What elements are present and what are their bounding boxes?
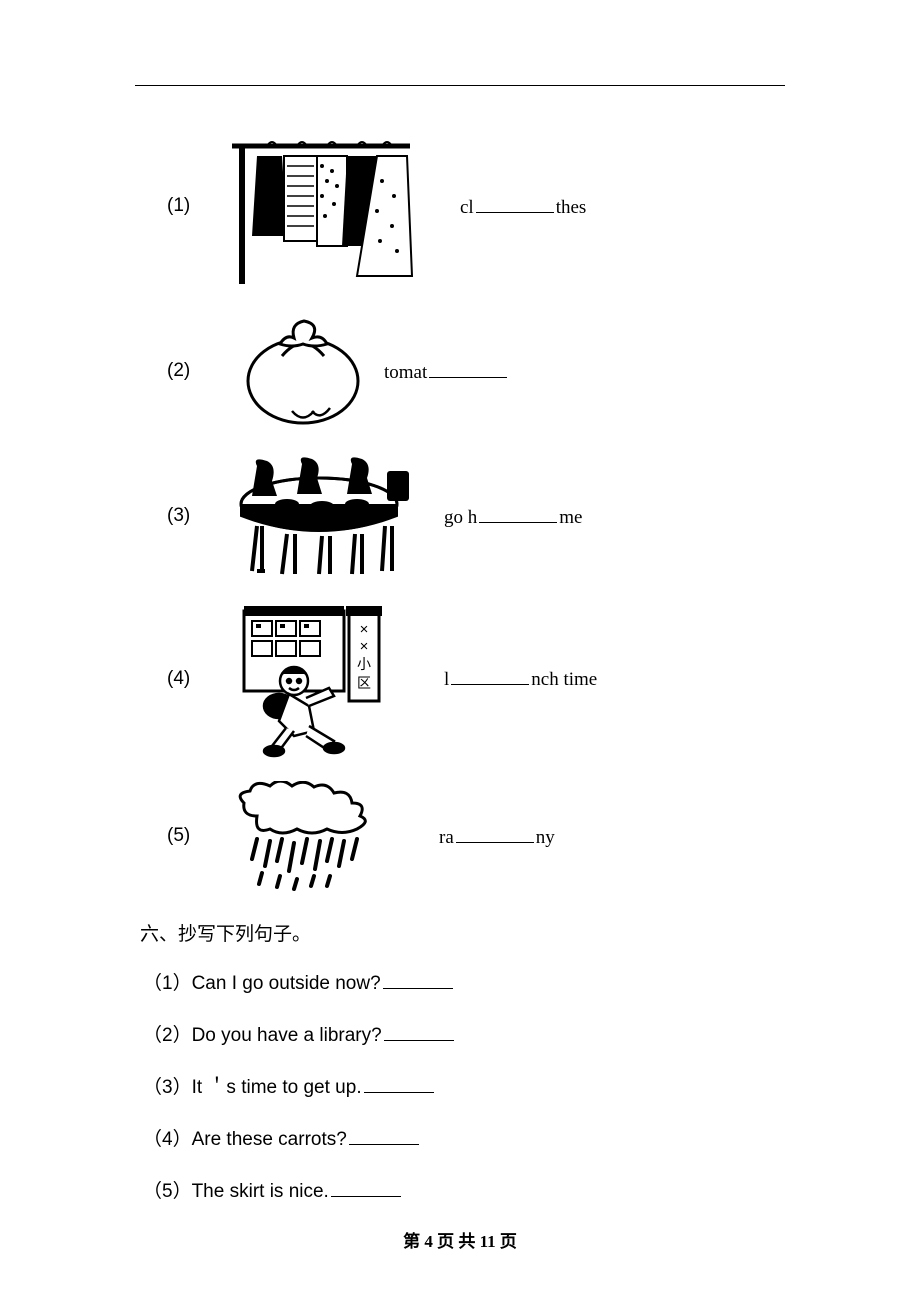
item-num: (2)	[167, 360, 212, 382]
fill-text-3: go h me	[444, 504, 582, 529]
sentence-num: （1）	[143, 968, 192, 995]
prefix: l	[444, 669, 449, 691]
prefix: cl	[460, 197, 474, 219]
item-num: (5)	[167, 825, 212, 847]
sentence-row-1: （1） Can I go outside now?	[143, 968, 785, 995]
footer-mid: 页 共	[433, 1232, 480, 1251]
page-footer: 第 4 页 共 11 页	[0, 1227, 920, 1252]
item-row-2: (2) tomat	[167, 316, 785, 426]
sentence-text: Are these carrots?	[192, 1129, 347, 1151]
item-row-3: (3)	[167, 456, 785, 576]
sentence-text: The skirt is nice.	[192, 1181, 329, 1203]
home-table-icon	[227, 456, 412, 576]
clothes-icon	[222, 126, 420, 286]
fill-text-5: ra ny	[439, 824, 555, 849]
item-row-5: (5) ra ny	[167, 781, 785, 891]
fill-text-1: cl thes	[460, 194, 586, 219]
footer-prefix: 第	[403, 1232, 424, 1251]
svg-text:区: 区	[357, 675, 371, 691]
item-num: (3)	[167, 505, 212, 527]
sentence-num: （2）	[143, 1020, 192, 1047]
page-content: (1)	[0, 0, 920, 1203]
sentence-num: （5）	[143, 1176, 192, 1203]
rainy-icon	[232, 781, 384, 891]
tomato-icon	[242, 316, 364, 426]
footer-total: 11	[480, 1232, 496, 1251]
sentence-row-4: （4） Are these carrots?	[143, 1124, 785, 1151]
blank	[349, 1126, 419, 1145]
fill-text-2: tomat	[384, 359, 509, 384]
blank	[476, 194, 554, 213]
item-row-4: (4) × × 小 区	[167, 596, 785, 761]
suffix: nch time	[531, 669, 597, 691]
sentence-text: Do you have a library?	[192, 1025, 382, 1047]
sentence-num: （3）	[143, 1072, 192, 1099]
sentence-row-2: （2） Do you have a library?	[143, 1020, 785, 1047]
blank	[456, 824, 534, 843]
svg-text:×: ×	[360, 621, 369, 638]
sentence-text: It ＇s time to get up.	[192, 1072, 362, 1099]
sentence-row-3: （3） It ＇s time to get up.	[143, 1072, 785, 1099]
svg-text:小: 小	[357, 656, 371, 672]
item-row-1: (1)	[167, 126, 785, 286]
item-num: (4)	[167, 668, 212, 690]
item-num: (1)	[167, 195, 212, 217]
suffix: ny	[536, 827, 555, 849]
blank	[429, 359, 507, 378]
blank	[383, 970, 453, 989]
section-heading: 六、抄写下列句子。	[140, 919, 785, 946]
blank	[479, 504, 557, 523]
suffix: thes	[556, 197, 587, 219]
suffix: me	[559, 507, 582, 529]
svg-text:×: ×	[360, 638, 369, 655]
top-rule	[135, 85, 785, 86]
blank	[364, 1074, 434, 1093]
footer-suffix: 页	[496, 1232, 517, 1251]
sentence-text: Can I go outside now?	[192, 973, 381, 995]
sentence-num: （4）	[143, 1124, 192, 1151]
sentence-row-5: （5） The skirt is nice.	[143, 1176, 785, 1203]
footer-page: 4	[424, 1232, 433, 1251]
prefix: tomat	[384, 362, 427, 384]
fill-text-4: l nch time	[444, 666, 597, 691]
blank	[451, 666, 529, 685]
blank	[384, 1022, 454, 1041]
blank	[331, 1178, 401, 1197]
lunch-school-icon: × × 小 区	[234, 596, 399, 761]
prefix: go h	[444, 507, 477, 529]
prefix: ra	[439, 827, 454, 849]
